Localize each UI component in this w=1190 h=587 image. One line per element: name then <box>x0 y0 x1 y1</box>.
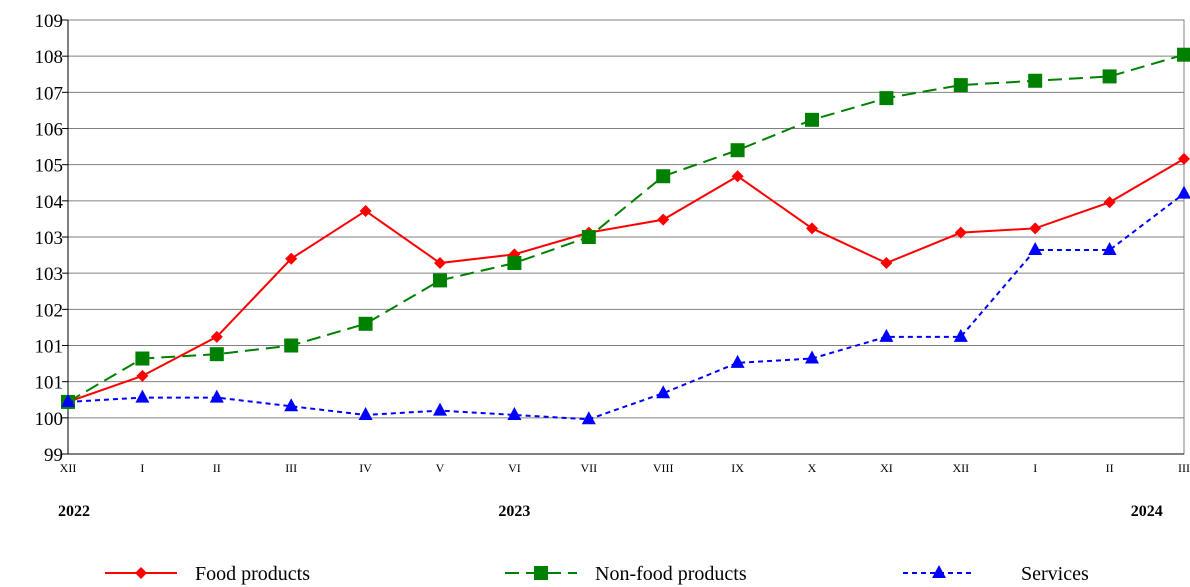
x-tick-label: II <box>213 461 221 475</box>
y-tick-label: 99 <box>44 445 63 466</box>
data-point-diamond <box>806 222 818 235</box>
data-point-square <box>581 230 596 244</box>
year-label: 2024 <box>1131 503 1163 520</box>
data-point-square <box>1102 69 1117 84</box>
data-point-square <box>209 347 224 362</box>
data-point-triangle <box>581 411 596 425</box>
data-point-triangle <box>284 398 299 412</box>
data-point-diamond <box>731 170 744 183</box>
data-point-triangle <box>953 328 968 342</box>
year-labels: 2022 2023 2024 <box>58 503 1163 520</box>
data-point-square <box>805 112 819 127</box>
data-point-diamond <box>434 257 446 270</box>
x-tick-label: XI <box>880 461 893 475</box>
x-tick-label: III <box>1178 461 1190 475</box>
gridlines <box>68 55 1184 419</box>
y-tick-label: 105 <box>35 156 64 177</box>
data-point-square <box>284 338 299 353</box>
data-point-square <box>534 566 548 580</box>
legend-item: Services <box>903 563 1089 585</box>
x-tick-label: I <box>140 461 144 475</box>
data-point-diamond <box>954 226 967 239</box>
x-tick-label: IV <box>359 461 372 475</box>
y-tick-label: 100 <box>35 409 64 430</box>
y-tick-label: 103 <box>35 228 64 249</box>
y-tick-label: 102 <box>35 300 64 321</box>
year-label: 2023 <box>498 503 530 520</box>
data-point-square <box>507 256 522 271</box>
x-tick-label: III <box>285 461 297 475</box>
data-point-diamond <box>880 257 893 270</box>
x-tick-label: V <box>436 461 445 475</box>
x-tick-label: XII <box>60 461 77 475</box>
series-line <box>67 53 1185 403</box>
series-services <box>61 185 1190 425</box>
legend-label: Services <box>1021 563 1089 585</box>
data-point-diamond <box>210 330 223 343</box>
legend-item: Non-food products <box>505 563 747 585</box>
data-point-triangle <box>1102 242 1117 256</box>
series-non-food-products <box>61 47 1190 409</box>
data-point-triangle <box>805 350 819 364</box>
data-point-square <box>358 316 373 331</box>
data-point-diamond <box>657 213 670 226</box>
data-point-square <box>656 169 671 184</box>
data-point-square <box>135 351 150 366</box>
series-line <box>67 158 1185 403</box>
data-point-diamond <box>285 252 298 265</box>
data-point-diamond <box>1029 222 1042 235</box>
data-point-square <box>730 143 745 158</box>
x-tick-label: X <box>808 461 817 475</box>
data-point-triangle <box>61 393 75 407</box>
x-tick-label: VIII <box>653 461 674 475</box>
series-food-products <box>62 152 1190 408</box>
x-tick-label: VI <box>508 461 521 475</box>
data-point-triangle <box>135 389 150 403</box>
data-point-square <box>433 273 447 288</box>
data-point-triangle <box>209 389 224 403</box>
x-tick-label: XII <box>952 461 969 475</box>
data-point-triangle <box>1177 185 1190 199</box>
data-point-triangle <box>932 565 946 578</box>
y-tick-label: 103 <box>35 264 64 285</box>
data-point-triangle <box>433 402 447 416</box>
y-tick-label: 101 <box>35 337 64 358</box>
data-point-triangle <box>358 406 373 420</box>
data-point-square <box>953 78 968 93</box>
y-tick-label: 109 <box>35 11 64 32</box>
legend-label: Non-food products <box>595 563 747 585</box>
data-point-square <box>879 91 894 106</box>
series-group <box>61 47 1190 425</box>
y-tick-label: 101 <box>35 373 64 394</box>
legend: Food products Non-food products Services <box>105 563 1089 585</box>
data-point-triangle <box>656 385 671 399</box>
data-point-triangle <box>1028 242 1043 256</box>
data-point-diamond <box>136 369 149 382</box>
y-tick-label: 104 <box>35 192 64 213</box>
y-tick-label: 106 <box>35 120 64 141</box>
y-tick-label: 107 <box>35 83 64 104</box>
series-line <box>67 192 1185 421</box>
x-tick-label: VII <box>580 461 597 475</box>
data-point-triangle <box>507 406 522 420</box>
data-point-diamond <box>359 204 372 217</box>
legend-label: Food products <box>195 563 310 585</box>
data-point-diamond <box>135 567 147 579</box>
x-axis-ticks: XII I II III IV V VI VII VIII IX X XI XII I II III <box>60 461 1190 475</box>
y-axis-ticks: 99 100 101 101 102 103 103 104 105 106 107 108 109 <box>35 11 68 466</box>
data-point-triangle <box>879 328 894 342</box>
legend-item: Food products <box>105 563 310 585</box>
y-tick-label: 108 <box>35 47 64 68</box>
x-tick-label: IX <box>731 461 744 475</box>
x-tick-label: II <box>1106 461 1114 475</box>
data-point-triangle <box>730 354 745 368</box>
year-label: 2022 <box>58 503 90 520</box>
data-point-diamond <box>1178 152 1190 165</box>
data-point-square <box>1028 73 1043 88</box>
x-tick-label: I <box>1033 461 1037 475</box>
data-point-square <box>1177 47 1190 62</box>
data-point-diamond <box>1103 196 1116 209</box>
